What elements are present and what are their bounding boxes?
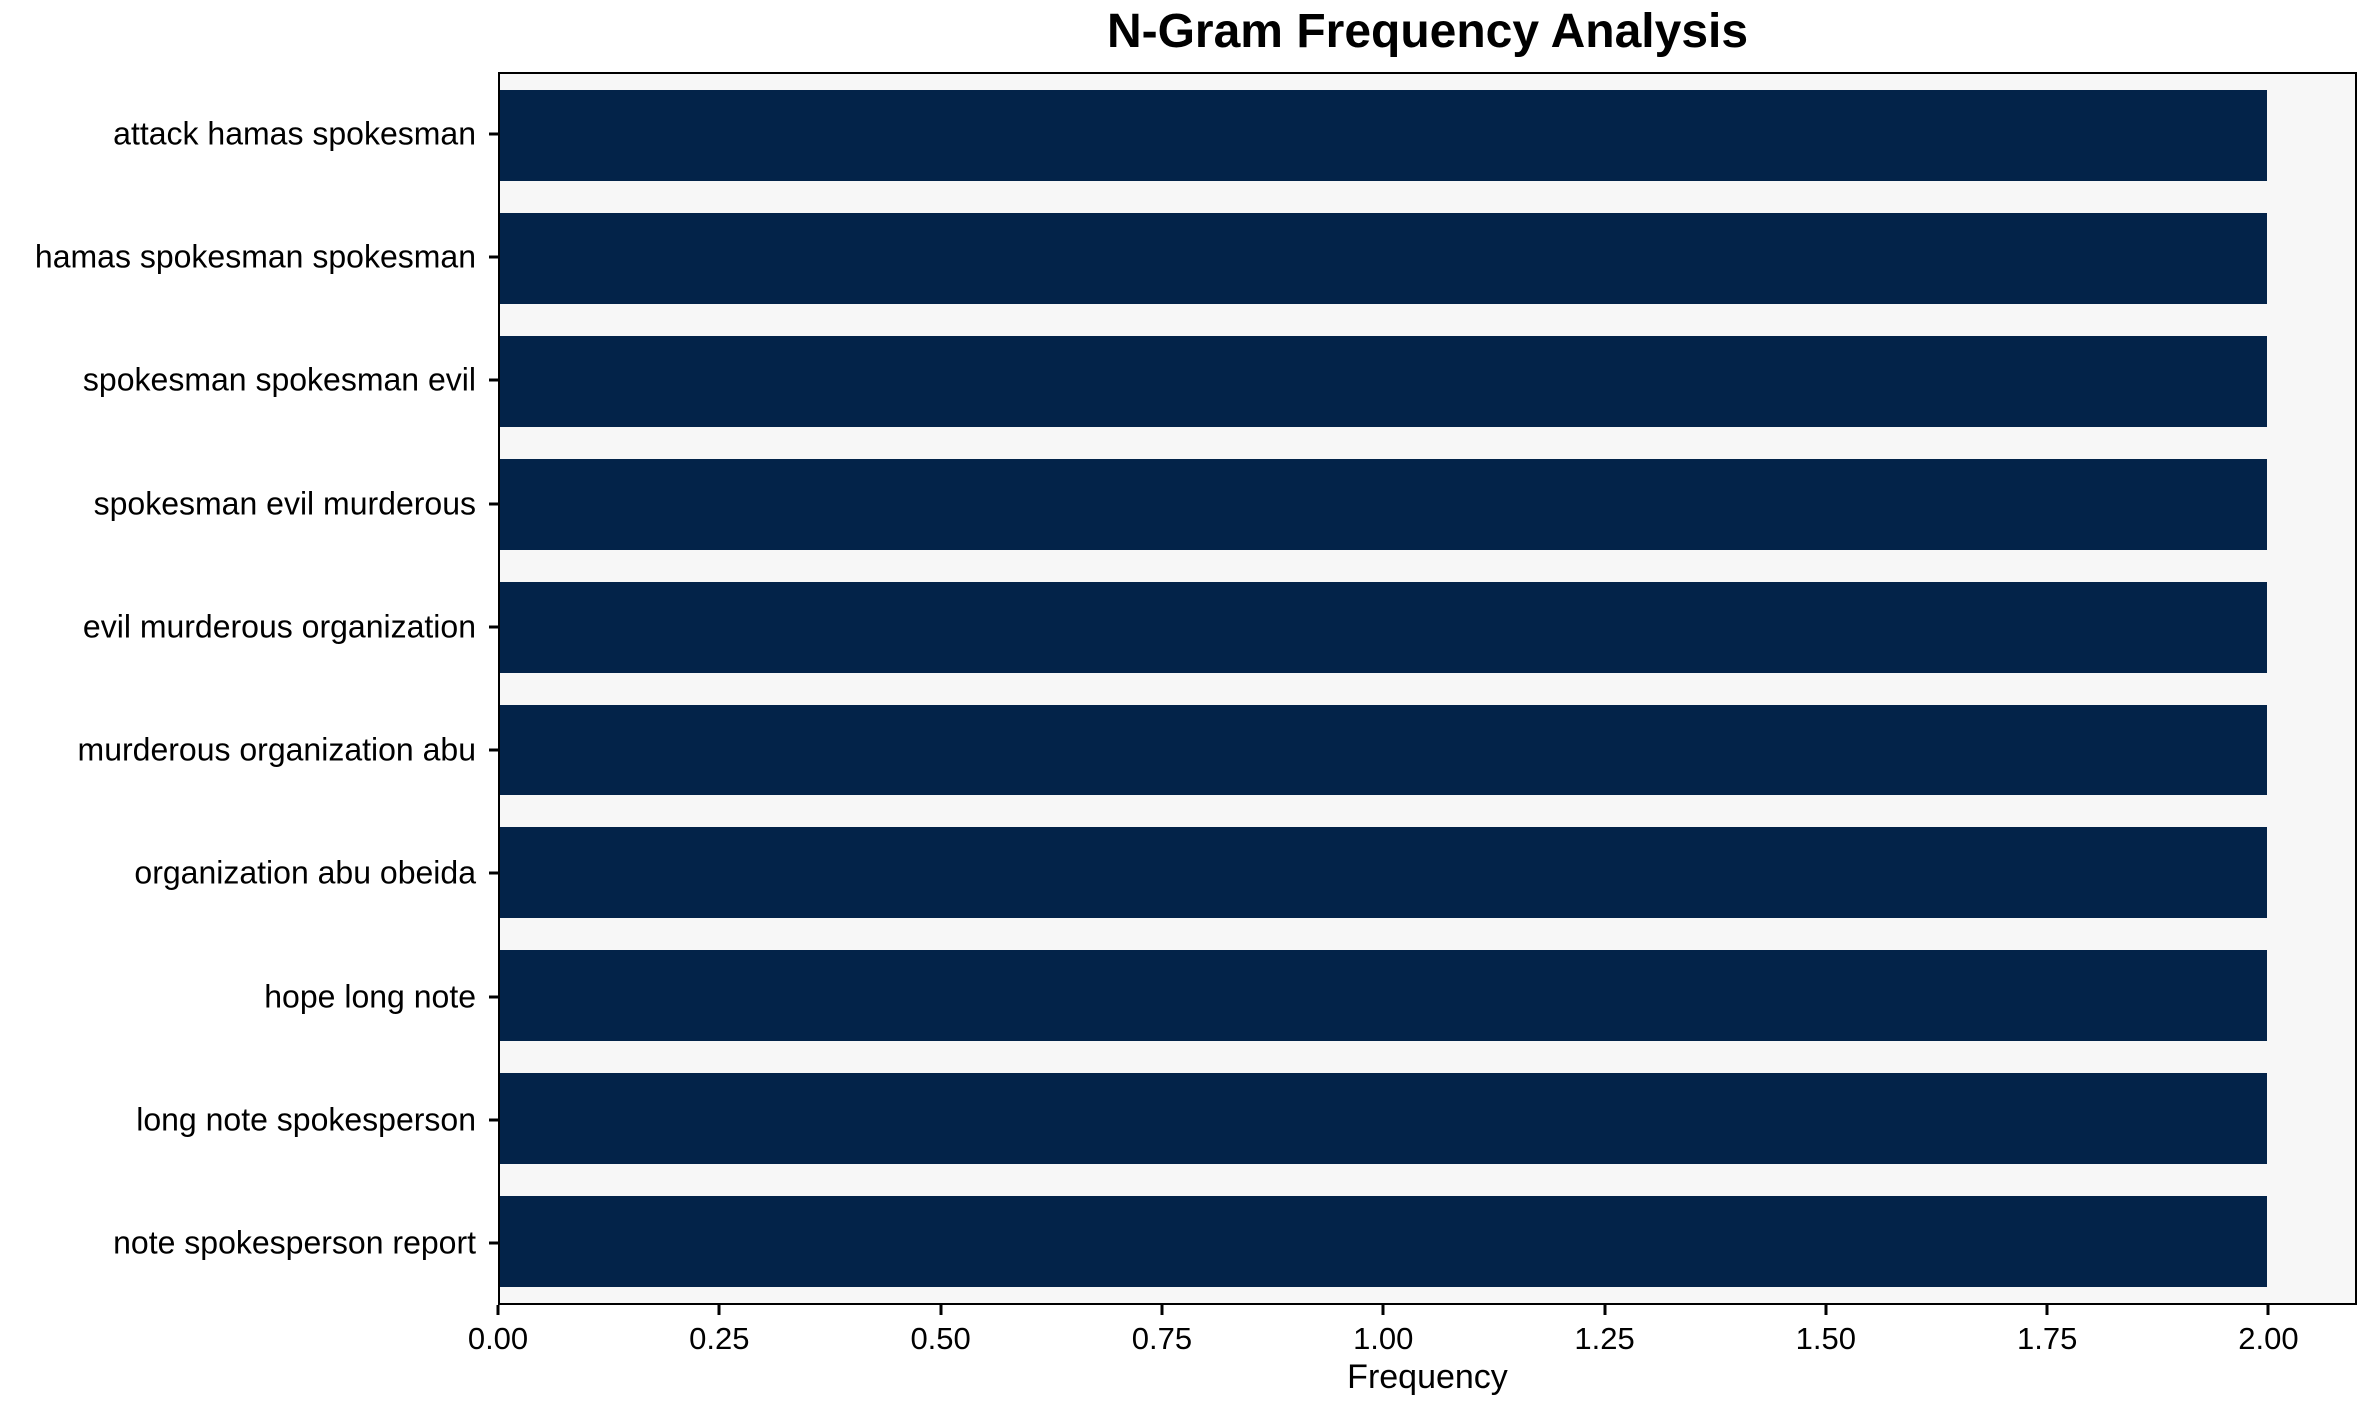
bar bbox=[500, 1073, 2267, 1165]
ytick-mark bbox=[489, 871, 498, 875]
xtick-mark bbox=[717, 1305, 721, 1315]
y-axis-labels: attack hamas spokesman hamas spokesman sp… bbox=[0, 72, 498, 1305]
bar-row bbox=[500, 566, 2355, 689]
ytick-mark bbox=[489, 255, 498, 259]
ytick-label: long note spokesperson bbox=[136, 1101, 476, 1138]
bar-row bbox=[500, 1057, 2355, 1180]
bar-row bbox=[500, 811, 2355, 934]
xtick-label: 2.00 bbox=[2238, 1321, 2299, 1356]
ytick-mark bbox=[489, 502, 498, 506]
ytick-label: note spokesperson report bbox=[113, 1224, 476, 1261]
xtick-mark bbox=[939, 1305, 943, 1315]
bar bbox=[500, 1196, 2267, 1288]
xtick-label: 0.25 bbox=[689, 1321, 750, 1356]
xtick-mark bbox=[2045, 1305, 2049, 1315]
bar-row bbox=[500, 934, 2355, 1057]
xtick-mark bbox=[2266, 1305, 2270, 1315]
xtick-label: 0.50 bbox=[910, 1321, 971, 1356]
ytick-label: hamas spokesman spokesman bbox=[34, 238, 476, 275]
bar-row bbox=[500, 197, 2355, 320]
xtick-mark bbox=[1381, 1305, 1385, 1315]
ytick-label: attack hamas spokesman bbox=[113, 115, 476, 152]
xtick-mark bbox=[496, 1305, 500, 1315]
bar-row bbox=[500, 443, 2355, 566]
xtick-label: 1.50 bbox=[1795, 1321, 1857, 1356]
ytick-mark bbox=[489, 995, 498, 999]
bar bbox=[500, 212, 2267, 304]
bar bbox=[500, 458, 2267, 550]
bar bbox=[500, 704, 2267, 796]
xtick-label: 1.75 bbox=[2016, 1321, 2078, 1356]
ytick-label: hope long note bbox=[264, 978, 476, 1015]
bar bbox=[500, 581, 2267, 673]
ytick-label: spokesman spokesman evil bbox=[82, 361, 476, 398]
bar-row bbox=[500, 320, 2355, 443]
ytick-mark bbox=[489, 378, 498, 382]
ytick-label: spokesman evil murderous bbox=[93, 485, 476, 522]
xtick-mark bbox=[1160, 1305, 1164, 1315]
x-axis-title: Frequency bbox=[1347, 1358, 1508, 1396]
ytick-mark bbox=[489, 1118, 498, 1122]
ytick-label: organization abu obeida bbox=[134, 854, 476, 891]
xtick-label: 1.00 bbox=[1353, 1321, 1414, 1356]
xtick-mark bbox=[1603, 1305, 1607, 1315]
bar bbox=[500, 335, 2267, 427]
plot-area bbox=[498, 72, 2357, 1305]
bar bbox=[500, 89, 2267, 181]
ytick-mark bbox=[489, 132, 498, 136]
ytick-mark bbox=[489, 748, 498, 752]
bar-row bbox=[500, 74, 2355, 197]
bar-row bbox=[500, 1180, 2355, 1303]
xtick-label: 0.00 bbox=[467, 1321, 529, 1356]
bar-row bbox=[500, 689, 2355, 812]
ytick-label: evil murderous organization bbox=[82, 608, 476, 645]
x-axis-ticks: 0.00 0.25 0.50 0.75 1.00 1.25 1.50 1.75 2.00 bbox=[468, 1305, 2357, 1375]
bar bbox=[500, 827, 2267, 919]
xtick-label: 0.75 bbox=[1131, 1321, 1193, 1356]
ytick-mark bbox=[489, 1241, 498, 1245]
xtick-label: 1.25 bbox=[1574, 1321, 1635, 1356]
bar bbox=[500, 950, 2267, 1042]
ytick-mark bbox=[489, 625, 498, 629]
ytick-label: murderous organization abu bbox=[77, 731, 476, 768]
chart-title: N-Gram Frequency Analysis bbox=[1106, 5, 1749, 58]
xtick-mark bbox=[1824, 1305, 1828, 1315]
